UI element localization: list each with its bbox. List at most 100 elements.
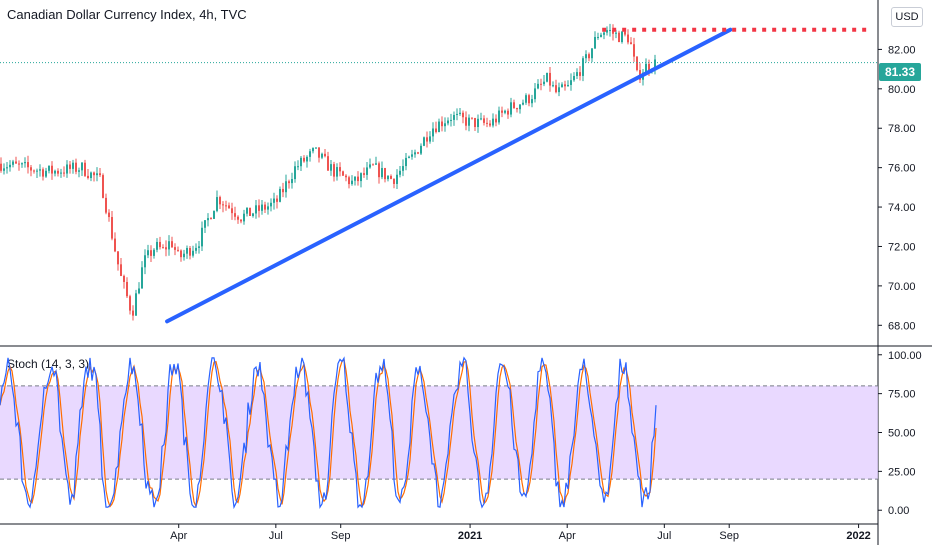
candle-body — [546, 73, 548, 82]
trendline — [167, 30, 730, 322]
candle-body — [387, 176, 389, 179]
candle-body — [540, 84, 542, 85]
price-tick-label: 74.00 — [888, 202, 916, 214]
candle-body — [372, 164, 374, 165]
candle-body — [270, 203, 272, 207]
candle-body — [171, 241, 173, 247]
candle-body — [294, 166, 296, 179]
candle-body — [141, 267, 143, 288]
candle-body — [138, 288, 140, 293]
candle-body — [489, 124, 491, 126]
candle-body — [27, 162, 29, 167]
candle-body — [597, 37, 599, 38]
candle-body — [186, 248, 188, 254]
price-tick-label: 82.00 — [888, 44, 916, 56]
candle-body — [420, 146, 422, 154]
candle-body — [150, 250, 152, 256]
candle-body — [399, 171, 401, 175]
candle-body — [153, 250, 155, 256]
candle-body — [609, 30, 611, 31]
candle-body — [36, 171, 38, 172]
candle-body — [429, 136, 431, 141]
candle-body — [75, 163, 77, 172]
candle-body — [273, 199, 275, 203]
candle-body — [243, 214, 245, 222]
candle-body — [366, 167, 368, 174]
candle-body — [486, 123, 488, 124]
candle-body — [204, 220, 206, 228]
candle-body — [174, 247, 176, 250]
candle-body — [54, 171, 56, 174]
candle-body — [462, 113, 464, 117]
candle-body — [378, 163, 380, 177]
candle-body — [375, 163, 377, 164]
price-tick-label: 70.00 — [888, 281, 916, 293]
candle-body — [84, 163, 86, 176]
candle-body — [426, 137, 428, 141]
candle-body — [627, 35, 629, 43]
candle-body — [606, 30, 608, 32]
candle-body — [564, 84, 566, 86]
candle-body — [126, 282, 128, 296]
candle-body — [603, 33, 605, 35]
candle-body — [444, 123, 446, 126]
candle-body — [585, 54, 587, 58]
stoch-band — [0, 386, 878, 479]
candle-body — [117, 251, 119, 264]
candle-body — [216, 197, 218, 211]
candle-body — [360, 173, 362, 181]
candle-body — [240, 220, 242, 222]
candle-body — [621, 32, 623, 42]
candle-body — [129, 296, 131, 310]
candle-body — [543, 82, 545, 84]
candle-body — [234, 213, 236, 217]
time-tick-label: Jul — [657, 530, 671, 542]
candle-body — [15, 162, 17, 164]
candle-body — [582, 58, 584, 76]
candle-body — [282, 189, 284, 192]
candle-body — [165, 247, 167, 249]
candle-body — [9, 165, 11, 167]
candle-body — [255, 205, 257, 213]
candle-body — [363, 173, 365, 175]
candle-body — [336, 167, 338, 177]
time-tick-label: Sep — [719, 530, 739, 542]
candle-body — [30, 167, 32, 170]
candle-body — [267, 206, 269, 209]
candle-body — [102, 175, 104, 198]
candle-body — [279, 189, 281, 202]
candle-body — [72, 163, 74, 169]
candle-body — [357, 177, 359, 181]
candle-body — [468, 118, 470, 126]
candle-body — [630, 42, 632, 44]
price-tick-label: 72.00 — [888, 241, 916, 253]
candle-body — [66, 164, 68, 173]
candle-body — [555, 85, 557, 92]
candle-body — [252, 213, 254, 216]
candle-body — [591, 48, 593, 58]
candle-body — [339, 167, 341, 171]
candle-body — [291, 179, 293, 183]
candle-body — [315, 147, 317, 148]
candle-body — [12, 162, 14, 165]
candle-body — [393, 179, 395, 184]
candle-body — [396, 175, 398, 184]
candle-body — [276, 199, 278, 202]
candle-body — [33, 171, 35, 172]
stoch-tick-label: 75.00 — [888, 389, 916, 401]
candle-body — [450, 120, 452, 121]
candle-body — [258, 205, 260, 211]
candle-body — [528, 95, 530, 103]
candle-body — [39, 169, 41, 170]
candle-body — [390, 176, 392, 179]
candle-body — [99, 173, 101, 175]
price-tick-label: 68.00 — [888, 320, 916, 332]
candle-body — [198, 246, 200, 248]
candle-body — [525, 95, 527, 103]
candle-body — [69, 164, 71, 168]
time-tick-label: Sep — [331, 530, 351, 542]
candle-body — [507, 111, 509, 115]
candle-body — [159, 242, 161, 247]
time-tick-label: Jul — [269, 530, 283, 542]
